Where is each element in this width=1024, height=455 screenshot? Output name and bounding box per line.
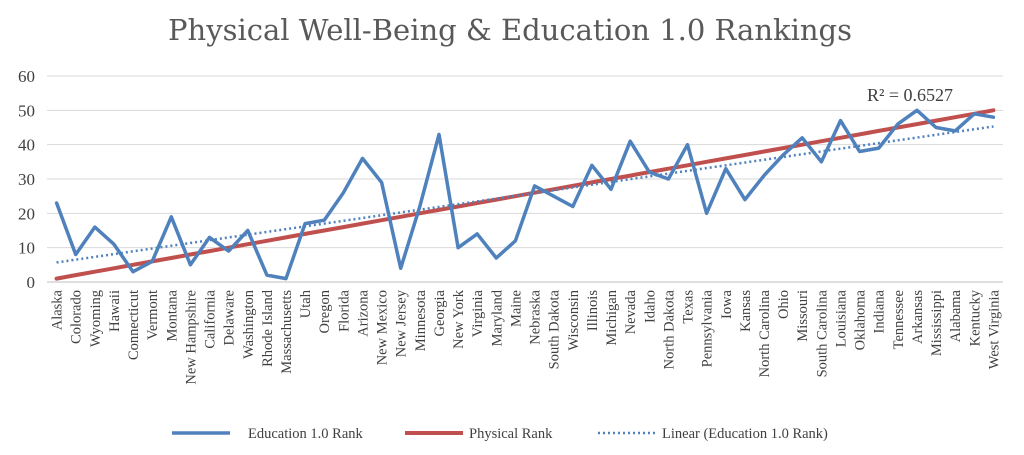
y-tick-label: 0 — [27, 273, 36, 292]
x-category-label: Alaska — [50, 289, 66, 330]
chart-title: Physical Well-Being & Education 1.0 Rank… — [168, 13, 852, 47]
x-category-label: South Dakota — [547, 289, 563, 369]
x-axis-categories: Alaska Colorado Wyoming Hawaii Connecticut Ve… — [50, 289, 1003, 384]
x-category-label: Idaho — [642, 290, 658, 323]
x-category-label: West Virginia — [986, 289, 1002, 369]
x-category-label: Texas — [681, 290, 697, 324]
series-group — [54, 108, 996, 281]
x-category-label: Arkansas — [910, 290, 926, 344]
x-category-label: Nebraska — [528, 289, 544, 344]
x-category-label: Alabama — [948, 289, 964, 342]
x-category-label: Ohio — [776, 290, 792, 319]
x-category-label: Washington — [241, 289, 257, 359]
x-category-label: Vermont — [145, 290, 161, 340]
x-category-label: Hawaii — [107, 290, 123, 332]
x-category-label: South Carolina — [814, 289, 830, 377]
y-tick-label: 20 — [18, 204, 35, 223]
y-tick-label: 30 — [18, 170, 35, 189]
x-category-label: Minnesota — [413, 289, 429, 351]
x-category-label: Kansas — [738, 290, 754, 332]
x-category-label: Maryland — [489, 289, 505, 346]
series-line-education — [54, 108, 996, 281]
y-axis-ticks: 0 10 20 30 40 50 60 — [18, 67, 35, 292]
legend-label: Education 1.0 Rank — [248, 426, 364, 442]
x-category-label: Tennessee — [891, 290, 907, 349]
x-category-label: Missouri — [795, 290, 811, 342]
x-category-label: Illinois — [585, 290, 601, 331]
x-category-label: North Carolina — [757, 289, 773, 377]
x-category-label: Michigan — [604, 289, 620, 345]
x-category-label: Massachusetts — [279, 290, 295, 374]
y-tick-label: 40 — [18, 136, 35, 155]
x-category-label: Wyoming — [88, 290, 104, 347]
x-category-label: New Jersey — [394, 289, 410, 357]
y-tick-label: 50 — [18, 101, 35, 120]
r-squared-annotation: R² = 0.6527 — [867, 85, 953, 105]
x-category-label: New Hampshire — [183, 290, 199, 385]
x-category-label: New Mexico — [375, 290, 391, 365]
x-category-label: Pennsylvania — [700, 289, 716, 367]
x-category-label: Louisiana — [833, 289, 849, 347]
x-category-label: California — [203, 289, 219, 348]
x-category-label: Delaware — [222, 290, 238, 346]
x-category-label: Oklahoma — [853, 289, 869, 350]
x-category-label: Mississippi — [929, 290, 945, 356]
x-category-label: Connecticut — [126, 290, 142, 360]
x-category-label: Colorado — [69, 290, 85, 344]
series-line-physical — [54, 108, 996, 281]
y-tick-label: 60 — [18, 67, 35, 86]
y-tick-label: 10 — [18, 239, 35, 258]
x-category-label: Nevada — [623, 289, 639, 334]
x-category-label: Arizona — [355, 289, 371, 336]
legend-label: Linear (Education 1.0 Rank) — [662, 426, 828, 442]
x-category-label: Iowa — [719, 289, 735, 319]
x-category-label: Florida — [336, 289, 352, 331]
x-category-label: North Dakota — [661, 289, 677, 369]
legend: Education 1.0 Rank Physical Rank Linear (E… — [172, 426, 828, 442]
x-category-label: New York — [451, 289, 467, 349]
x-category-label: Indiana — [872, 289, 888, 333]
x-category-label: Montana — [164, 289, 180, 341]
gridlines — [47, 75, 1003, 283]
x-category-label: Virginia — [470, 289, 486, 337]
x-category-label: Rhode Island — [260, 289, 276, 367]
legend-label: Physical Rank — [469, 426, 553, 442]
x-category-label: Oregon — [317, 289, 333, 333]
x-category-label: Kentucky — [967, 289, 983, 346]
x-category-label: Georgia — [432, 289, 448, 336]
x-category-label: Wisconsin — [566, 289, 582, 350]
x-category-label: Maine — [508, 290, 524, 327]
x-category-label: Utah — [298, 289, 314, 318]
